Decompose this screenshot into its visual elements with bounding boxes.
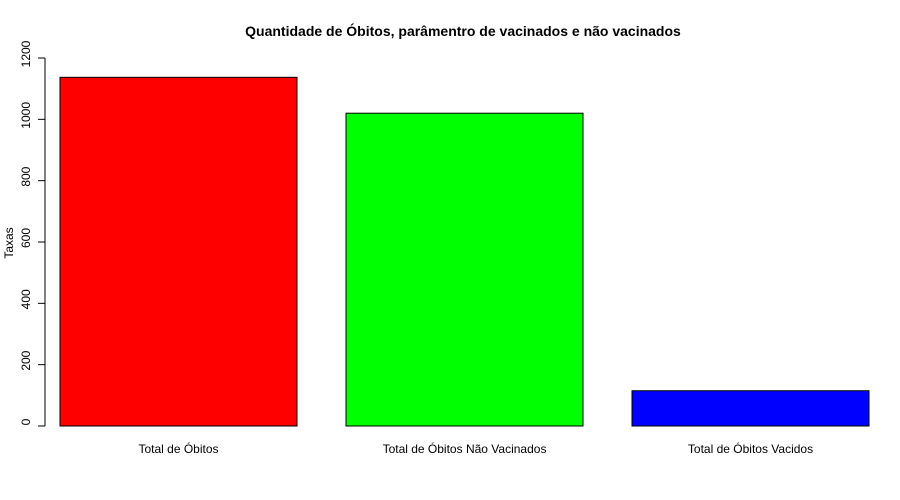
bar: [631, 390, 870, 427]
bars-layer: [59, 76, 870, 427]
chart-title: Quantidade de Óbitos, parâmentro de vaci…: [245, 22, 681, 39]
y-axis: 0 200 400 600 800 1000 1200: [19, 40, 46, 427]
x-tick-label: Total de Óbitos Vacidos: [688, 441, 813, 456]
y-tick-label: 200: [19, 350, 33, 370]
y-tick-label: 1000: [19, 102, 33, 129]
y-tick-label: 1200: [19, 40, 33, 67]
x-tick-label: Total de Óbitos: [138, 441, 218, 456]
bar: [345, 112, 584, 427]
y-axis-label: Taxas: [2, 227, 16, 258]
y-tick-label: 800: [19, 166, 33, 186]
x-axis-labels: Total de Óbitos Total de Óbitos Não Vacin…: [138, 441, 813, 456]
x-tick-label: Total de Óbitos Não Vacinados: [383, 441, 547, 456]
y-tick-label: 0: [19, 418, 33, 425]
bar: [59, 76, 298, 427]
y-tick-label: 600: [19, 228, 33, 248]
y-tick-label: 400: [19, 289, 33, 309]
